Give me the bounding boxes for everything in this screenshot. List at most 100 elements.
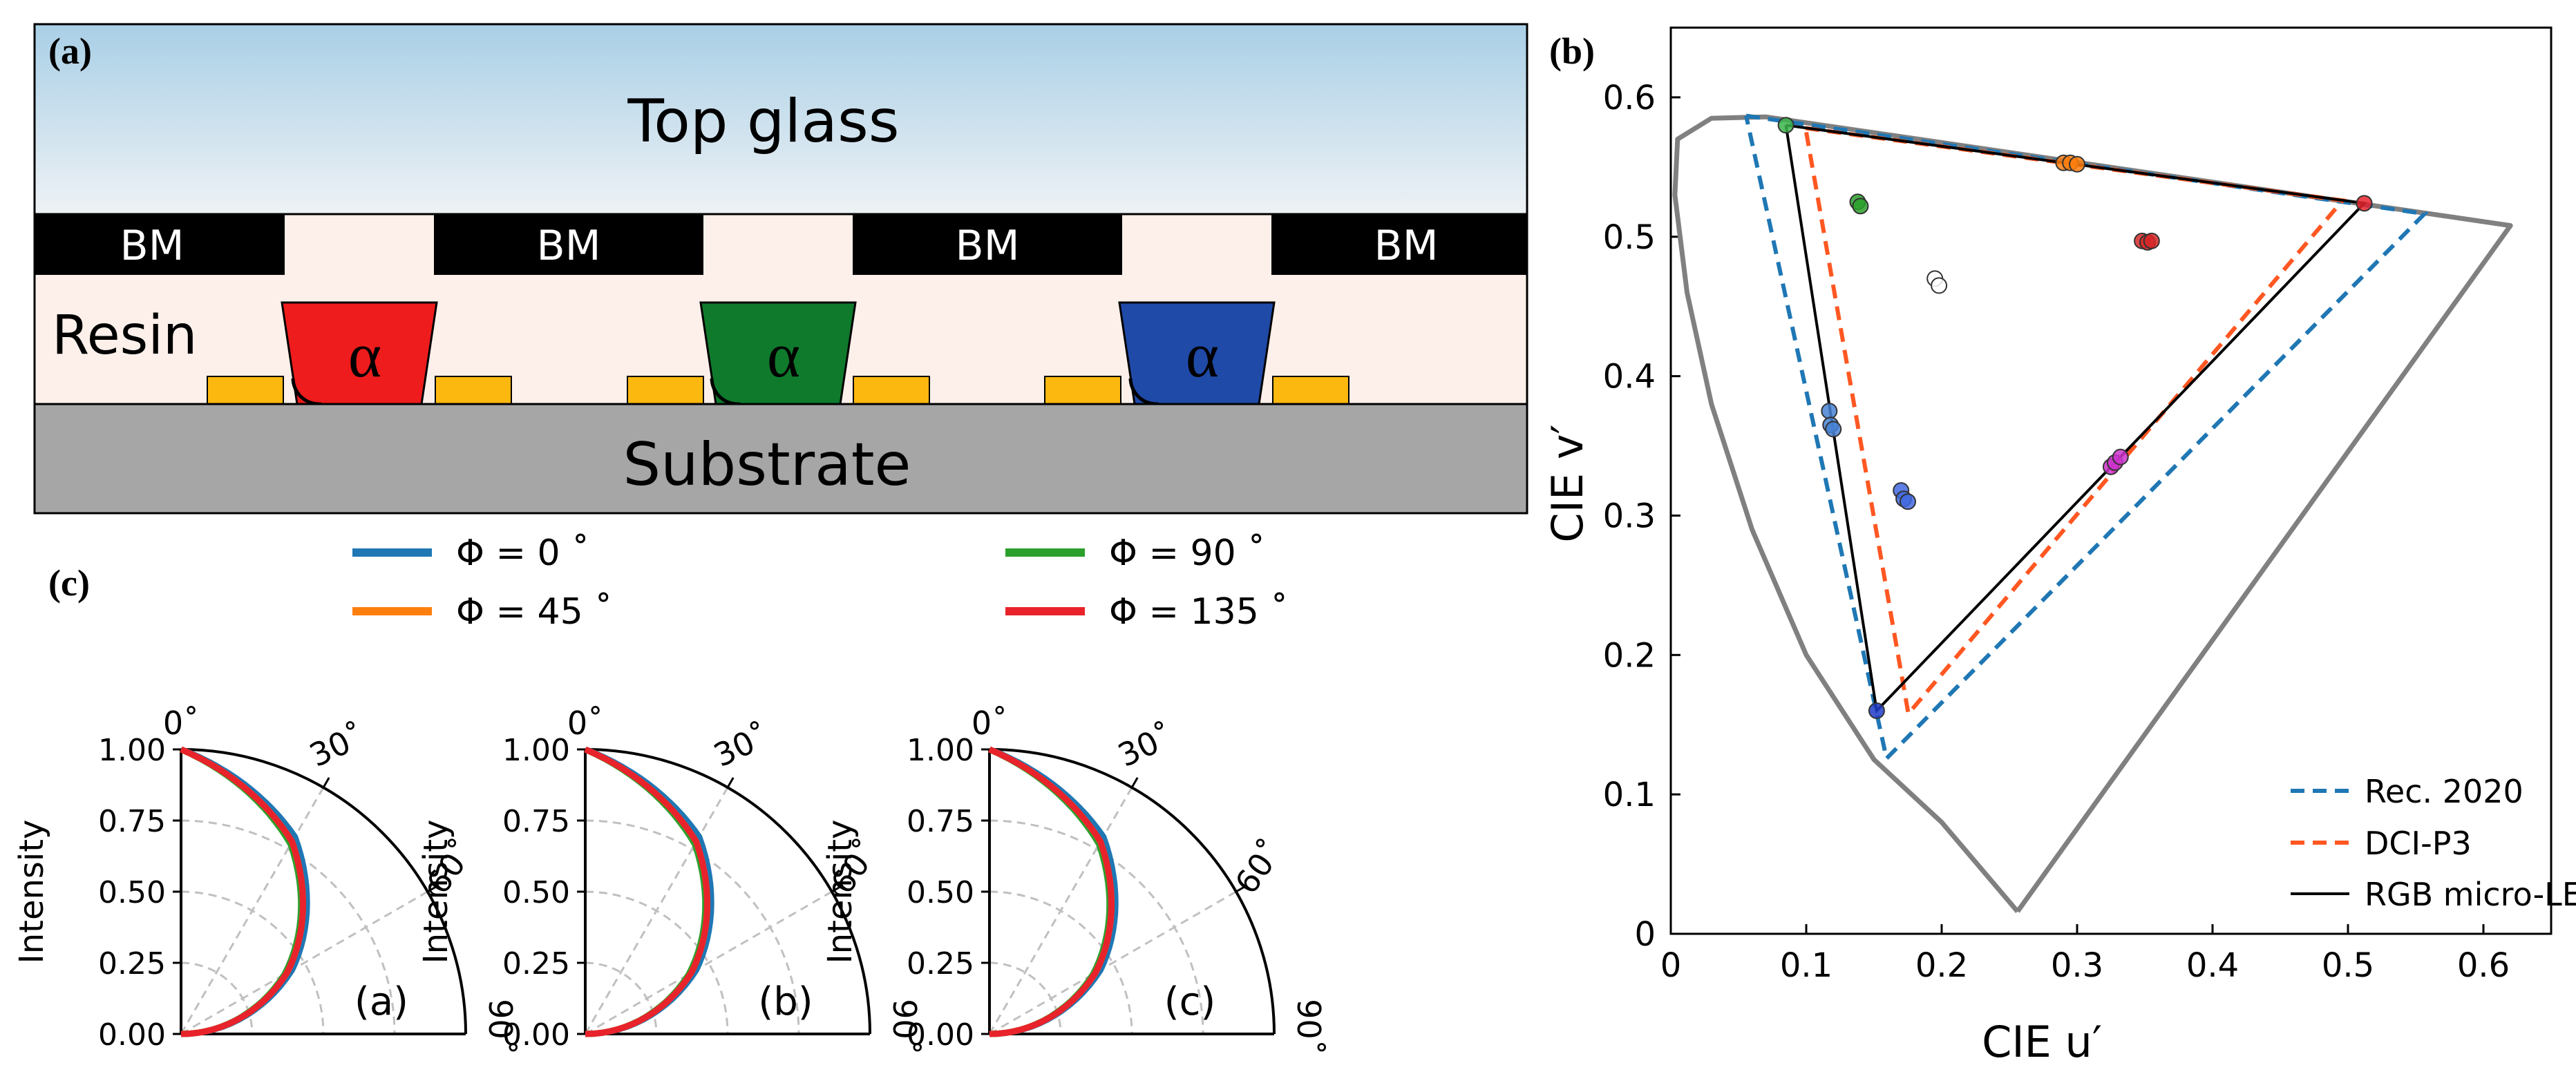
resin-label: Resin xyxy=(52,305,197,367)
polar-curve xyxy=(988,746,1115,1037)
bm-label: BM xyxy=(120,222,184,270)
panel-b-label: (b) xyxy=(1549,30,1595,72)
data-point xyxy=(1900,493,1916,510)
polar-r-tick-label: 0.75 xyxy=(907,804,974,839)
polar-grid-arc xyxy=(989,961,1062,1035)
polar-angle-tick xyxy=(1130,777,1139,788)
polar-grid-ray xyxy=(180,890,428,1035)
panel-b: (b) 000.10.10.20.20.30.30.40.40.50.50.60… xyxy=(1542,26,2576,1067)
polar-r-tick-label: 0.50 xyxy=(98,875,166,910)
panel-a-label: (a) xyxy=(48,30,92,72)
data-point xyxy=(2356,195,2373,212)
polar-r-tick-label: 0.75 xyxy=(502,804,570,839)
bm-bar xyxy=(35,214,285,275)
polar-subplot: 0.000.250.500.751.000˚ 30˚60˚90˚Intensity… xyxy=(821,705,1327,1055)
y-tick-label: 0.3 xyxy=(1603,497,1656,535)
cie-plot: 00 0.1 0.1 0.2 0.2 0.3 0.3 0.4 0.4 0.5 0.5 0.6 0.6 xyxy=(1603,26,2553,985)
y-tick-label: 0 xyxy=(1634,915,1656,954)
top-glass-label: Top glass xyxy=(627,87,899,156)
polar-grid-ray xyxy=(585,890,833,1035)
polar-grid-arc xyxy=(585,890,729,1035)
polar-r-tick-label: 1.00 xyxy=(502,733,570,768)
y-tick-label: 0.6 xyxy=(1603,79,1656,117)
x-tick-label: 0.6 xyxy=(2457,946,2510,985)
polar-curve xyxy=(180,746,306,1037)
data-point xyxy=(2112,448,2129,466)
data-point xyxy=(2069,155,2085,173)
polar-angle-tick xyxy=(427,885,438,893)
polar-angle-label: 30˚ xyxy=(304,717,371,774)
bm-bar xyxy=(434,214,703,275)
polar-angle-tick xyxy=(726,777,735,788)
contact-pad xyxy=(627,376,704,405)
polar-grid-arc xyxy=(180,961,254,1035)
legend-label-rgb: RGB micro-LED xyxy=(2365,876,2576,913)
polar-ylabel: Intensity xyxy=(417,820,455,964)
polar-r-tick-label: 0.50 xyxy=(907,875,974,910)
polar-grid-ray xyxy=(584,787,729,1035)
contact-pad xyxy=(435,376,512,405)
x-tick-label: 0.2 xyxy=(1915,946,1968,985)
data-point xyxy=(1868,702,1885,720)
polar-angle-label: 90˚ xyxy=(482,999,519,1055)
polar-angle-label: 0˚ xyxy=(972,705,1007,742)
bm-bar xyxy=(1271,214,1527,275)
x-tick-label: 0.5 xyxy=(2322,946,2374,985)
legend-label-phi-45: Φ = 45 ˚ xyxy=(456,591,612,633)
legend-label-dcip3: DCI-P3 xyxy=(2365,825,2472,862)
polar-r-tick-label: 0.75 xyxy=(98,804,166,839)
data-point xyxy=(1931,277,1948,294)
polar-grid-ray xyxy=(180,787,325,1035)
polar-curve xyxy=(988,746,1113,1037)
polar-grid-arc xyxy=(989,819,1204,1035)
alpha-label: α xyxy=(1186,320,1219,390)
x-tick-label: 0.4 xyxy=(2186,946,2239,985)
data-point xyxy=(1777,117,1794,134)
polar-frame-arc xyxy=(989,748,1276,1035)
polar-r-tick-label: 1.00 xyxy=(98,733,166,768)
y-tick-label: 0.1 xyxy=(1603,776,1656,814)
polar-curve xyxy=(180,746,305,1037)
polar-ylabel: Intensity xyxy=(12,820,51,964)
panel-c-label: (c) xyxy=(48,562,90,604)
polar-angle-label: 0˚ xyxy=(567,705,603,742)
polar-grid-arc xyxy=(585,819,800,1035)
contact-pad xyxy=(853,376,930,405)
polar-angle-label: 90˚ xyxy=(1290,999,1327,1055)
polar-angle-label: 90˚ xyxy=(886,999,923,1055)
polar-r-tick-label: 0.00 xyxy=(907,1017,974,1053)
bm-label: BM xyxy=(537,222,601,270)
polar-angle-label: 0˚ xyxy=(163,705,199,742)
polar-curve xyxy=(584,746,710,1037)
spectral-locus xyxy=(1672,114,2513,913)
cie-xlabel: CIE u′ xyxy=(1982,1017,2102,1067)
polar-frame-arc xyxy=(180,748,467,1035)
legend-label-phi-135: Φ = 135 ˚ xyxy=(1109,591,1288,633)
polar-r-tick-label: 0.00 xyxy=(98,1017,166,1053)
alpha-label: α xyxy=(348,320,381,390)
polar-plots: 0.000.250.500.751.000˚ 30˚60˚90˚Intensity… xyxy=(12,705,1327,1055)
panel-a: (a) Top glass BM BM BM BM Resin α α α xyxy=(33,23,1528,515)
x-tick-label: 0.3 xyxy=(2051,946,2103,985)
cie-ylabel: CIE v′ xyxy=(1542,424,1593,542)
polar-curve xyxy=(584,746,709,1037)
polar-angle-label: 30˚ xyxy=(1112,717,1180,774)
polar-r-tick-label: 0.00 xyxy=(502,1017,570,1053)
polar-r-tick-label: 0.50 xyxy=(502,875,570,910)
data-point xyxy=(1852,198,1869,215)
legend-label-phi-0: Φ = 0 ˚ xyxy=(456,533,589,574)
polar-angle-tick xyxy=(831,885,842,893)
polar-subplot: 0.000.250.500.751.000˚ 30˚60˚90˚Intensity… xyxy=(12,705,519,1055)
polar-angle-tick xyxy=(1235,885,1247,893)
substrate-label: Substrate xyxy=(623,430,911,499)
y-tick-label: 0.2 xyxy=(1603,636,1656,675)
polar-curve xyxy=(584,746,710,1037)
bm-label: BM xyxy=(1374,222,1439,270)
polar-subplot-label: (a) xyxy=(354,979,408,1024)
data-point xyxy=(1825,421,1842,438)
y-tick-label: 0.5 xyxy=(1603,218,1656,257)
bm-bar xyxy=(853,214,1122,275)
polar-r-tick-label: 1.00 xyxy=(907,733,974,768)
polar-r-tick-label: 0.25 xyxy=(98,946,166,981)
